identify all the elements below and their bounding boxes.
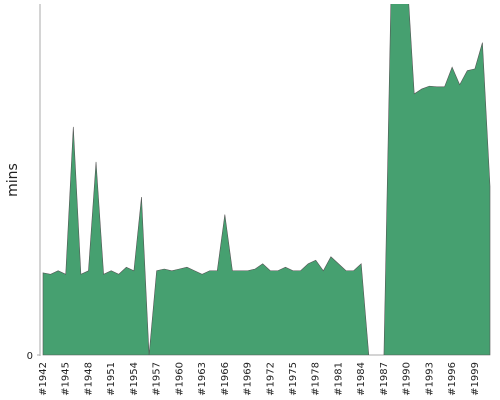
y-tick-label: 0	[27, 351, 33, 362]
x-tick-label: #1987	[379, 362, 390, 396]
x-tick-label: #1978	[311, 362, 322, 396]
x-tick-label: #1948	[83, 362, 94, 396]
x-tick-label: #1942	[38, 362, 49, 396]
x-tick-label: #1984	[356, 362, 367, 396]
x-tick-label: #1951	[106, 362, 117, 396]
plot-area	[42, 4, 491, 356]
x-tick-label: #1999	[470, 362, 481, 396]
x-tick-label: #1945	[61, 362, 72, 396]
x-tick-label: #1960	[174, 362, 185, 396]
x-tick-label: #1954	[129, 362, 140, 396]
x-tick-label: #1969	[243, 362, 254, 396]
x-tick-label: #1966	[220, 362, 231, 396]
x-tick-label: #1972	[265, 362, 276, 396]
x-tick-label: #1981	[333, 362, 344, 396]
x-tick-label: #1990	[402, 362, 413, 396]
area	[42, 4, 491, 356]
x-tick-label: #1975	[288, 362, 299, 396]
y-axis-label: mins	[5, 163, 21, 197]
x-tick-label: #1957	[152, 362, 163, 396]
x-tick-label: #1963	[197, 362, 208, 396]
x-tick-label: #1996	[447, 362, 458, 396]
x-tick-label: #1993	[424, 362, 435, 396]
